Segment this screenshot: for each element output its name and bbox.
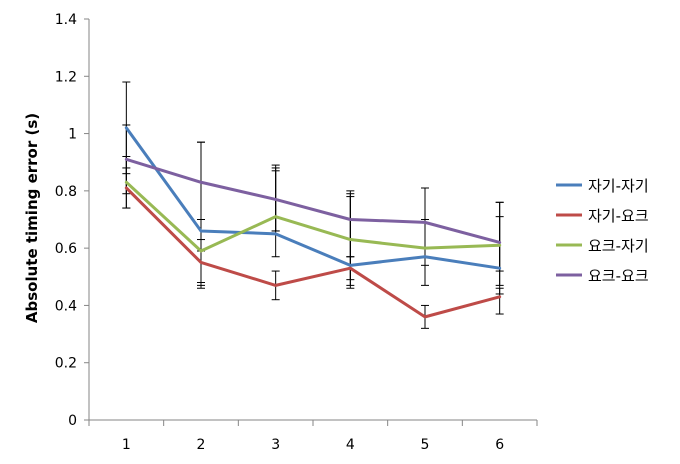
x-tick-label: 6 — [495, 437, 504, 453]
series-line-2 — [124, 186, 502, 319]
y-tick-label: 1.2 — [55, 69, 77, 85]
y-tick-label: 1 — [68, 127, 77, 143]
x-tick-label: 5 — [421, 437, 430, 453]
y-axis-label: Absolute timing error (s) — [23, 113, 41, 323]
legend-label: 요크-요크 — [588, 267, 649, 285]
x-tick-label: 2 — [197, 437, 206, 453]
x-tick-label: 3 — [271, 437, 280, 453]
series-line-3 — [124, 180, 502, 253]
y-tick-label: 0 — [68, 413, 77, 429]
legend-label: 자기-요크 — [588, 207, 649, 225]
plot-area — [122, 81, 504, 329]
legend-label: 요크-자기 — [588, 237, 649, 255]
legend-label: 자기-자기 — [588, 177, 649, 195]
y-tick-label: 0.8 — [55, 184, 77, 200]
y-tick-label: 0.4 — [55, 298, 77, 314]
series-line-1 — [124, 126, 502, 270]
y-tick-label: 0.6 — [55, 241, 77, 257]
x-tick-label: 1 — [122, 437, 131, 453]
series-line-4 — [124, 157, 502, 244]
x-tick-label: 4 — [346, 437, 355, 453]
axes: 0 0.2 0.4 0.6 0.8 1 1.2 1.4 1 2 3 4 5 6 — [55, 12, 538, 453]
y-tick-label: 0.2 — [55, 356, 77, 372]
y-tick-label: 1.4 — [55, 12, 77, 28]
